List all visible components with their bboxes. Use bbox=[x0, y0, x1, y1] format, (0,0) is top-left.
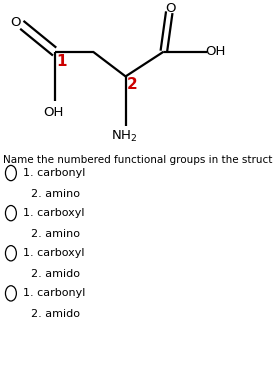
Text: 2. amido: 2. amido bbox=[31, 309, 80, 319]
Text: 2. amido: 2. amido bbox=[31, 269, 80, 279]
Text: 1. carboxyl: 1. carboxyl bbox=[23, 208, 85, 218]
Text: OH: OH bbox=[43, 106, 63, 119]
Text: OH: OH bbox=[206, 45, 226, 58]
Text: Name the numbered functional groups in the structure: Name the numbered functional groups in t… bbox=[3, 155, 273, 165]
Text: O: O bbox=[10, 16, 20, 29]
Text: O: O bbox=[165, 2, 176, 15]
Text: 2. amino: 2. amino bbox=[31, 229, 80, 239]
Text: 2. amino: 2. amino bbox=[31, 189, 80, 199]
Text: 1. carboxyl: 1. carboxyl bbox=[23, 248, 85, 258]
Text: 2: 2 bbox=[127, 76, 138, 92]
Text: 1. carbonyl: 1. carbonyl bbox=[23, 168, 85, 178]
Text: 1. carbonyl: 1. carbonyl bbox=[23, 288, 85, 298]
Text: 1: 1 bbox=[56, 53, 67, 69]
Text: NH$_2$: NH$_2$ bbox=[111, 129, 137, 144]
